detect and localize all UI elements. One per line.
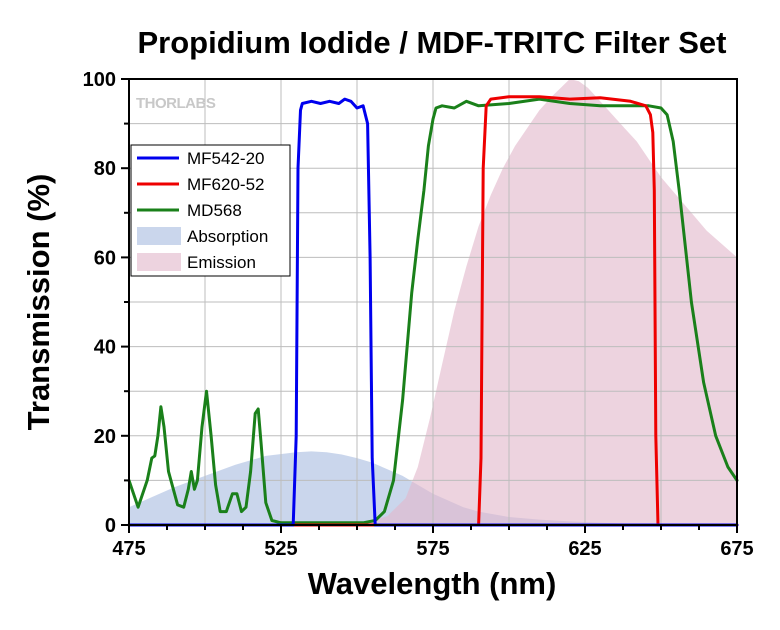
x-axis-label: Wavelength (nm) — [308, 566, 557, 601]
chart-title: Propidium Iodide / MDF-TRITC Filter Set — [138, 25, 727, 60]
axis-ticks — [121, 78, 738, 533]
legend-label: Emission — [187, 253, 256, 272]
y-tick-label: 60 — [94, 247, 116, 269]
tick-labels: 475 525 575 625 675 0 20 40 60 80 100 — [83, 69, 754, 560]
x-tick-label: 575 — [416, 538, 449, 560]
series-line-mf620-52 — [127, 95, 739, 527]
line-series — [127, 95, 739, 527]
legend-label: MF542-20 — [187, 149, 264, 168]
legend-item-md568: MD568 — [137, 201, 242, 220]
thorlabs-logo: THORLABS — [136, 95, 216, 112]
x-tick-label: 625 — [568, 538, 601, 560]
legend-item-mf542-20: MF542-20 — [137, 149, 264, 168]
y-tick-label: 40 — [94, 337, 116, 359]
legend-item-absorption: Absorption — [137, 227, 268, 246]
series-line-md568 — [127, 97, 739, 525]
legend: MF542-20 MF620-52 MD568 Absorption Emission — [130, 144, 291, 277]
legend-swatch — [137, 253, 181, 271]
y-tick-label: 100 — [83, 69, 116, 91]
y-tick-label: 0 — [105, 515, 116, 537]
x-tick-label: 675 — [720, 538, 753, 560]
x-tick-label: 525 — [264, 538, 297, 560]
y-tick-label: 20 — [94, 426, 116, 448]
legend-label: Absorption — [187, 227, 268, 246]
series-line-mf542-20 — [127, 97, 739, 527]
y-tick-label: 80 — [94, 158, 116, 180]
legend-label: MF620-52 — [187, 175, 264, 194]
legend-label: MD568 — [187, 201, 242, 220]
x-tick-label: 475 — [112, 538, 145, 560]
y-axis-label: Transmission (%) — [21, 174, 56, 431]
legend-item-mf620-52: MF620-52 — [137, 175, 264, 194]
legend-item-emission: Emission — [137, 253, 256, 272]
legend-swatch — [137, 227, 181, 245]
